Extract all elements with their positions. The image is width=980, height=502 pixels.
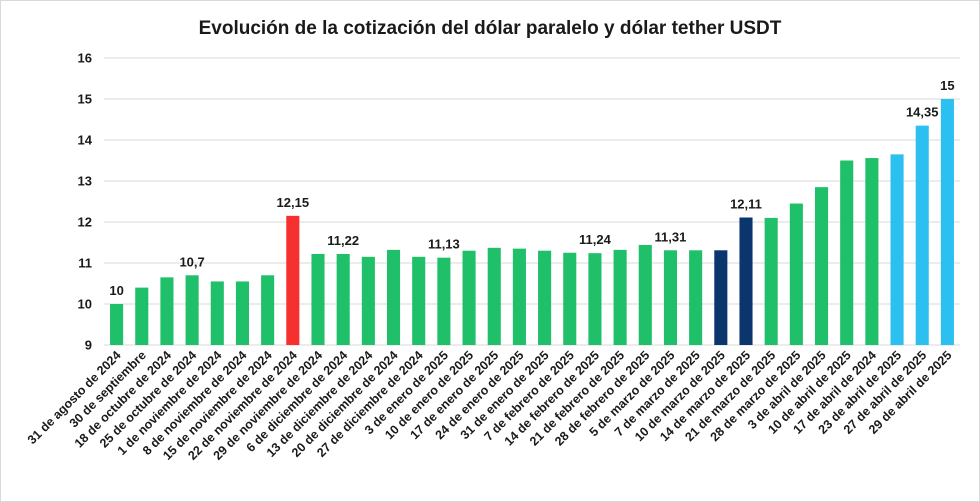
y-tick-label: 16: [78, 51, 92, 66]
bar: [462, 250, 476, 345]
bar: [814, 187, 829, 345]
bar: [336, 253, 350, 345]
y-tick-label: 10: [78, 297, 92, 312]
chart-title: Evolución de la cotización del dólar par…: [198, 18, 782, 39]
bar: [160, 277, 174, 345]
y-tick-label: 13: [78, 174, 92, 189]
data-label: 11,22: [327, 233, 359, 248]
bars: [110, 99, 954, 346]
data-label: 10: [109, 283, 123, 298]
bar: [261, 275, 275, 345]
bar: [865, 158, 879, 345]
bar: [361, 256, 375, 345]
bar: [185, 275, 199, 345]
y-tick-label: 15: [78, 92, 92, 107]
bar: [437, 257, 451, 345]
y-tick-label: 12: [78, 215, 92, 230]
data-label: 11,13: [428, 237, 460, 252]
data-label: 15: [940, 78, 954, 93]
bar: [512, 248, 526, 345]
bar: [663, 250, 678, 345]
bar: [386, 249, 401, 345]
bar: [940, 99, 954, 345]
bar: [412, 256, 426, 345]
y-tick-label: 14: [78, 133, 93, 148]
bar: [235, 281, 250, 345]
bar: [110, 304, 124, 345]
y-tick-label: 11: [78, 256, 92, 271]
bar: [638, 244, 652, 345]
bar: [563, 252, 577, 345]
bar: [764, 217, 778, 345]
bar: [135, 287, 149, 345]
data-label: 12,15: [277, 195, 310, 210]
data-label: 10,7: [179, 254, 204, 269]
bar: [890, 154, 904, 345]
bar: [613, 249, 627, 345]
y-axis-ticks: 9 10 11 12 13 14 15 16: [78, 51, 93, 353]
data-label: 11,31: [655, 229, 687, 244]
bar: [311, 253, 325, 345]
bar: [689, 250, 703, 345]
data-label: 12,11: [730, 196, 762, 211]
bar: [210, 281, 224, 345]
bar: [286, 215, 300, 345]
gridlines: [104, 57, 960, 346]
bar: [588, 253, 602, 345]
bar: [739, 217, 753, 345]
bar: [538, 250, 552, 345]
bar: [714, 250, 728, 345]
bar: [789, 203, 803, 345]
y-tick-label: 9: [85, 338, 92, 353]
data-label: 11,24: [579, 232, 612, 247]
data-labels: 10 10,7 12,15 11,22 11,13 11,24 11,31 12,11 14,3…: [109, 78, 954, 298]
bar: [915, 125, 929, 346]
bar: [840, 160, 854, 345]
bar: [487, 247, 501, 345]
data-label: 14,35: [906, 105, 939, 120]
